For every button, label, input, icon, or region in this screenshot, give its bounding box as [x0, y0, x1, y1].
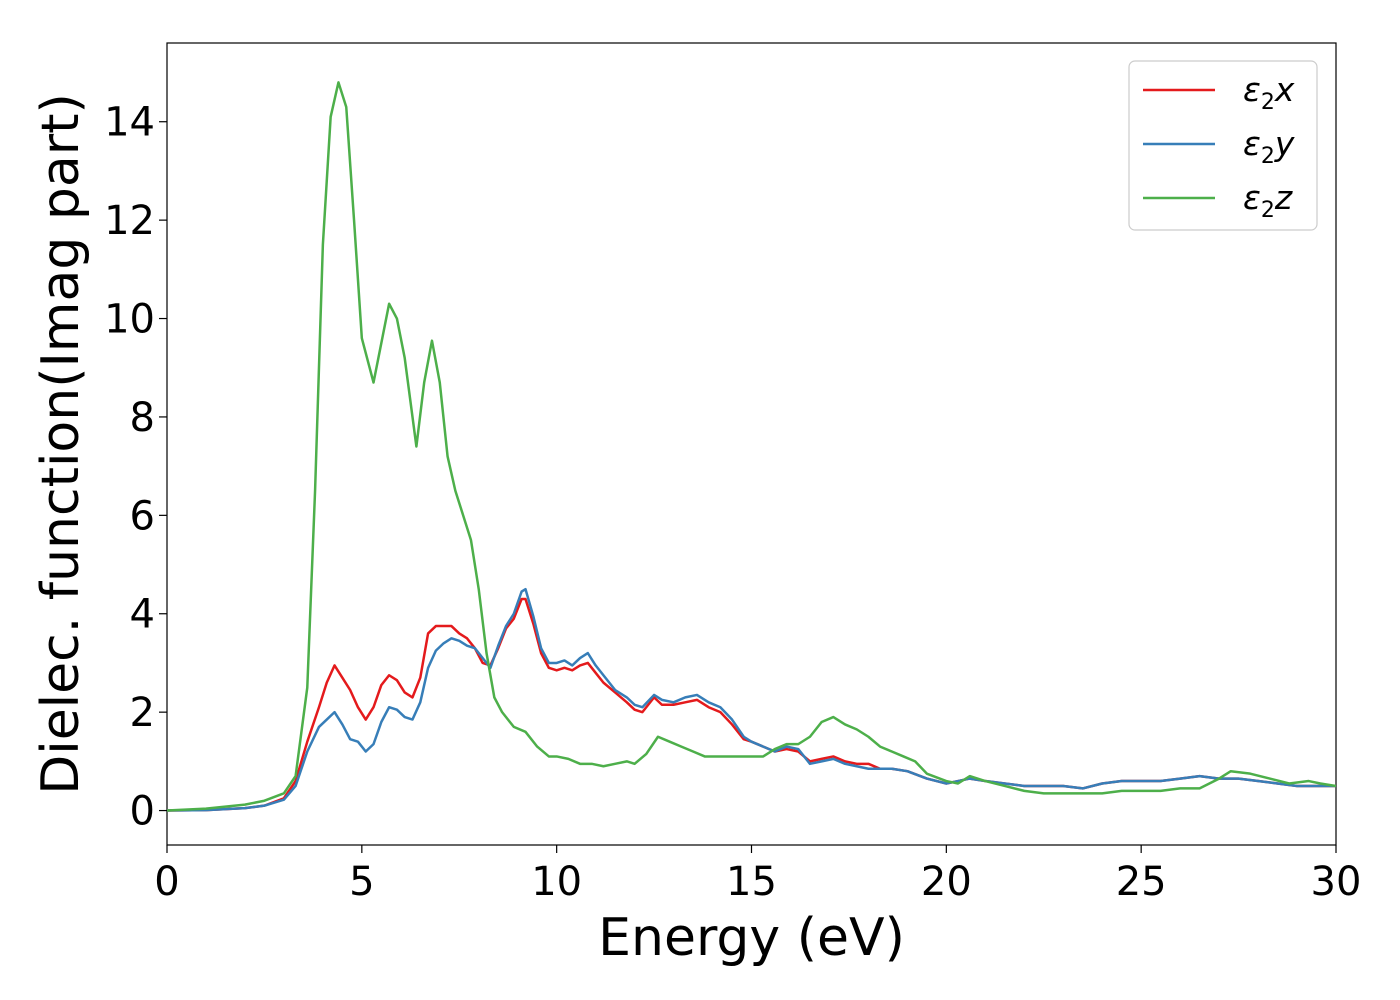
x-tick-label: 10	[531, 859, 582, 905]
legend-label-z: ε2z	[1243, 178, 1293, 223]
series-line-x	[167, 597, 1336, 812]
legend-label-x: ε2x	[1243, 70, 1295, 115]
x-axis-ticks: 0 5 10 15 20 25 30	[154, 845, 1361, 905]
x-tick-label: 15	[726, 859, 777, 905]
legend-label-y: ε2y	[1243, 124, 1295, 169]
legend-box	[1128, 60, 1318, 231]
legend: ε2x ε2y ε2z	[1128, 60, 1318, 231]
y-tick-label: 14	[104, 100, 155, 146]
x-tick-label: 25	[1116, 859, 1167, 905]
x-tick-label: 20	[921, 859, 972, 905]
y-tick-label: 2	[130, 690, 155, 736]
series-line-y	[167, 587, 1336, 812]
y-axis-label: Dielec. function(Imag part)	[31, 93, 91, 795]
y-tick-label: 10	[104, 297, 155, 343]
x-tick-label: 5	[349, 859, 374, 905]
series-line-z	[167, 81, 1336, 812]
series-layer	[167, 81, 1336, 812]
x-tick-label: 30	[1311, 859, 1362, 905]
x-tick-label: 0	[154, 859, 179, 905]
y-tick-label: 4	[130, 592, 155, 638]
y-tick-label: 12	[104, 198, 155, 244]
y-tick-label: 8	[130, 395, 155, 441]
x-axis-label: Energy (eV)	[598, 908, 905, 968]
y-tick-label: 6	[130, 493, 155, 539]
y-tick-label: 0	[130, 789, 155, 835]
y-axis-ticks: 0 2 4 6 8 10 12 14	[104, 100, 167, 835]
